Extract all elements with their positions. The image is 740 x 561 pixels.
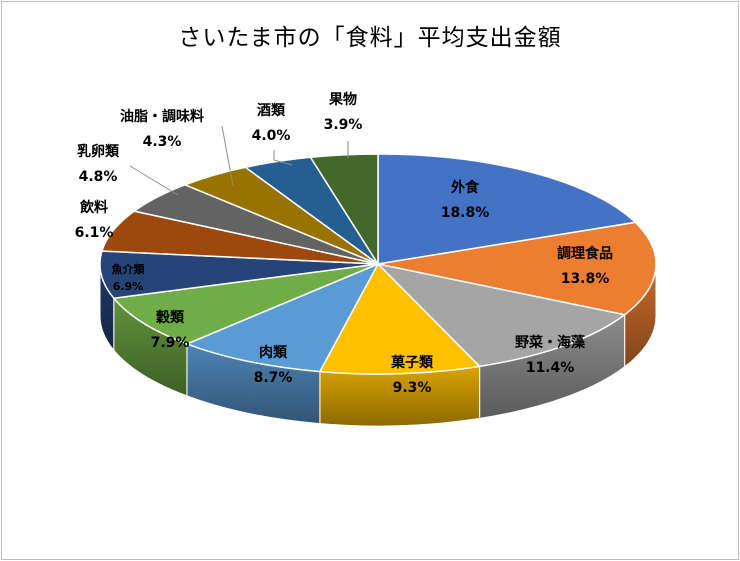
slice-label: 油脂・調味料	[120, 108, 204, 125]
data-labels: 外食 18.8% 調理食品 13.8% 野菜・海藻 11.4% 菓子類 9.3% 肉類 8.7% 穀…	[75, 91, 613, 396]
slice	[377, 153, 637, 265]
data-label: 菓子類 9.3%	[390, 354, 434, 396]
chart-title: さいたま市の「食料」平均支出金額	[178, 25, 562, 51]
slice-label: 酒類	[257, 103, 286, 119]
data-label: 油脂・調味料 4.3%	[120, 108, 204, 150]
slice-label: 穀類	[156, 309, 185, 326]
slice-label: 外食	[451, 179, 480, 196]
data-label: 飲料 6.1%	[75, 199, 114, 241]
leader-line	[273, 150, 293, 166]
slice-value: 6.1%	[75, 225, 114, 241]
slice-label: 調理食品	[557, 245, 613, 262]
leader-line	[129, 165, 179, 196]
data-label: 穀類 7.9%	[151, 309, 190, 351]
slice	[309, 153, 379, 267]
slice-label: 果物	[328, 91, 357, 108]
slice-value: 4.3%	[143, 134, 182, 150]
data-label: 調理食品 13.8%	[557, 245, 613, 287]
slice-value: 7.9%	[151, 335, 190, 351]
slice	[377, 221, 657, 316]
slice-value: 3.9%	[324, 117, 363, 133]
slice-value: 13.8%	[561, 271, 610, 287]
slice-label: 肉類	[259, 344, 288, 361]
slice-label: 野菜・海藻	[515, 334, 586, 351]
slice	[112, 263, 379, 345]
slice-value: 18.8%	[441, 205, 490, 221]
data-label: 外食 18.8%	[441, 179, 490, 221]
slice-value: 6.9%	[113, 280, 144, 293]
slice	[375, 262, 627, 368]
slice-value: 8.7%	[254, 370, 293, 386]
data-label: 魚介類 6.9%	[112, 262, 146, 293]
data-label: 肉類 8.7%	[254, 344, 293, 386]
slice-label: 菓子類	[390, 354, 434, 371]
slice-label: 乳卵類	[77, 143, 120, 160]
pie-sides	[99, 263, 657, 427]
data-label: 乳卵類 4.8%	[77, 143, 120, 185]
slice-side	[319, 365, 481, 427]
slice	[184, 262, 380, 373]
leader-lines	[129, 125, 349, 196]
data-label: 果物 3.9%	[324, 91, 363, 133]
slice-value: 4.8%	[79, 169, 118, 185]
slice-value: 9.3%	[393, 380, 432, 396]
data-label: 酒類 4.0%	[252, 103, 291, 144]
slice	[318, 262, 482, 375]
slice-value: 4.0%	[252, 128, 291, 144]
pie-slices	[99, 153, 657, 375]
slice-value: 11.4%	[526, 360, 575, 376]
data-label: 野菜・海藻 11.4%	[515, 334, 586, 376]
leader-line	[221, 125, 234, 187]
slice-label: 飲料	[79, 199, 108, 216]
slice-label: 魚介類	[112, 262, 146, 276]
slice	[99, 250, 379, 299]
